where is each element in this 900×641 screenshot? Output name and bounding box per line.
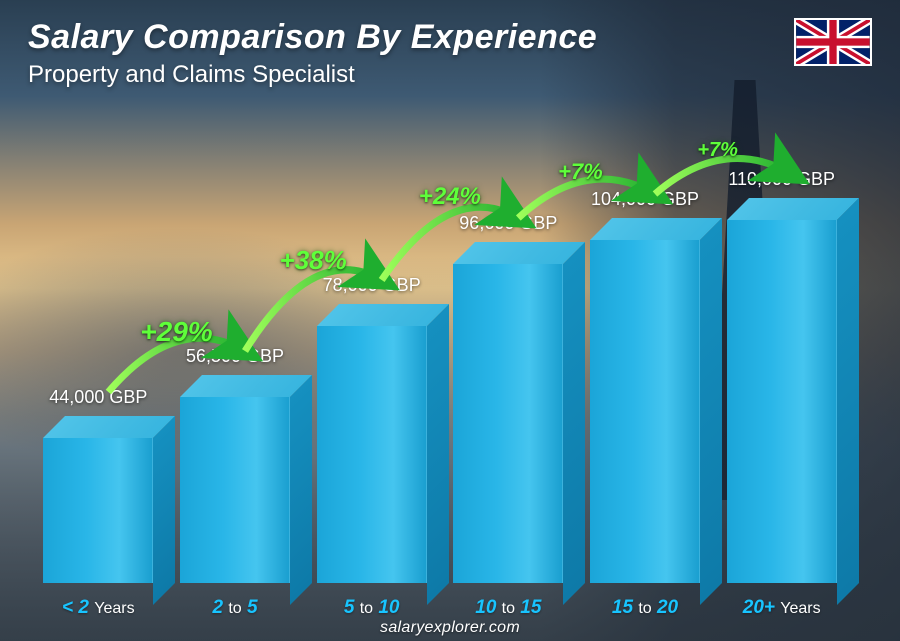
x-axis-label: 10 to 15 [440,597,577,619]
bar-front-face [453,264,563,583]
bar-column: 56,500 GBP [167,150,304,583]
bar-value-label: 96,600 GBP [459,213,557,234]
bar [590,218,700,583]
bar-value-label: 78,000 GBP [323,275,421,296]
bar-front-face [180,397,290,583]
bar-value-label: 44,000 GBP [49,387,147,408]
bar-side-face [837,198,859,605]
bar [453,242,563,583]
increase-label: +24% [419,183,481,211]
bar-column: 104,000 GBP [577,150,714,583]
bar [317,304,427,583]
source-attribution: salaryexplorer.com [0,619,900,637]
bar-value-label: 110,000 GBP [728,169,835,190]
bar-value-label: 104,000 GBP [591,189,699,210]
bar [180,375,290,583]
x-axis-label: 20+ Years [713,597,850,619]
increase-label: +7% [697,139,738,162]
page-subtitle: Property and Claims Specialist [28,61,597,89]
x-axis: < 2 Years2 to 55 to 1010 to 1515 to 2020… [30,597,850,619]
bar-column: 110,000 GBP [713,150,850,583]
bar [727,198,837,583]
x-axis-label: < 2 Years [30,597,167,619]
salary-bar-chart: 44,000 GBP 56,500 GBP 78,000 GBP 96,600 GBP… [30,150,850,583]
uk-flag-icon [794,18,872,66]
page-title: Salary Comparison By Experience [28,18,597,57]
bar-front-face [43,438,153,583]
increase-label: +29% [140,316,212,348]
bar-column: 78,000 GBP [303,150,440,583]
increase-label: +7% [558,159,603,185]
bar-front-face [317,326,427,583]
bar-front-face [727,220,837,583]
bar-column: 96,600 GBP [440,150,577,583]
bar-column: 44,000 GBP [30,150,167,583]
bar [43,416,153,583]
x-axis-label: 5 to 10 [303,597,440,619]
header: Salary Comparison By Experience Property… [28,18,872,89]
x-axis-label: 2 to 5 [167,597,304,619]
bar-front-face [590,240,700,583]
bar-value-label: 56,500 GBP [186,346,284,367]
increase-label: +38% [280,245,347,276]
x-axis-label: 15 to 20 [577,597,714,619]
